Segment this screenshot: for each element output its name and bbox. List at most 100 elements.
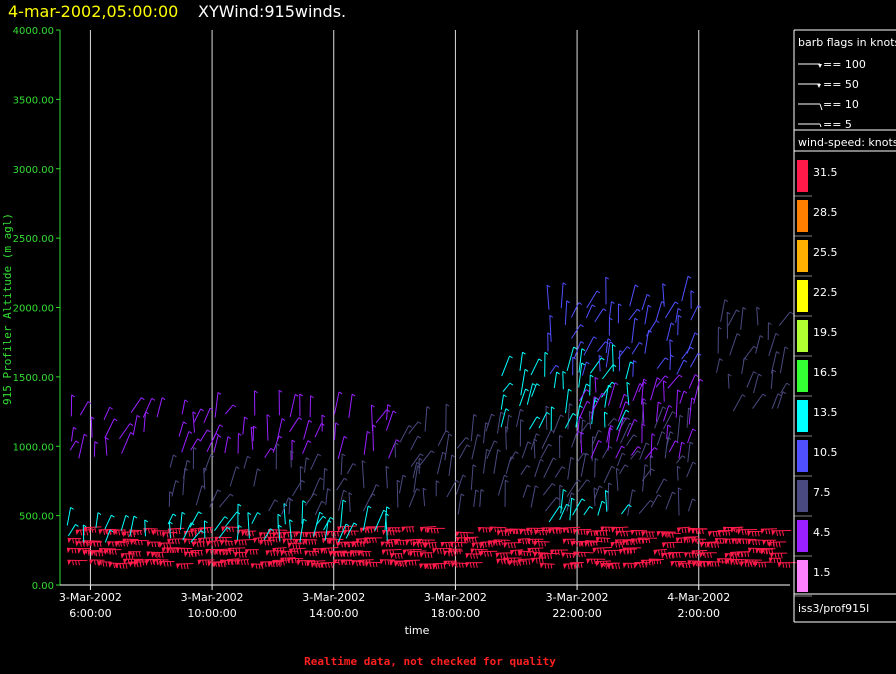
wind-barb — [495, 552, 513, 559]
wind-barb — [747, 530, 764, 537]
wind-barb — [681, 275, 692, 302]
wind-barb — [606, 427, 613, 443]
speed-color-swatch — [797, 280, 808, 312]
wind-barb — [118, 423, 134, 440]
wind-barb — [605, 341, 614, 368]
wind-barb — [291, 439, 296, 461]
wind-barb — [348, 492, 353, 512]
wind-barb — [567, 456, 575, 480]
wind-barb — [443, 560, 458, 567]
wind-barb — [182, 467, 189, 496]
wind-barb — [518, 550, 535, 557]
wind-barb — [608, 301, 615, 319]
wind-barb — [343, 530, 359, 536]
wind-barb — [640, 378, 647, 405]
wind-barb — [566, 346, 577, 372]
wind-barb — [585, 530, 602, 537]
y-tick-label: 3500.00 — [13, 95, 54, 106]
wind-barb — [662, 541, 682, 549]
speed-color-swatch — [797, 320, 808, 352]
wind-barb — [655, 301, 665, 322]
wind-barb — [306, 560, 326, 567]
x-tick-date: 3-Mar-2002 — [546, 591, 609, 604]
speed-bin-label: 1.5 — [813, 566, 831, 579]
wind-barb — [604, 490, 609, 512]
wind-barb — [340, 499, 347, 527]
wind-barb — [688, 374, 699, 389]
wind-barb — [408, 488, 420, 508]
wind-barb — [237, 432, 242, 454]
wind-barb — [572, 356, 577, 376]
wind-barb — [316, 515, 327, 525]
wind-barb — [182, 459, 191, 479]
wind-barb — [619, 393, 628, 408]
wind-barb — [531, 557, 547, 564]
wind-barb — [465, 562, 483, 568]
wind-barb — [424, 406, 431, 432]
wind-barb — [236, 524, 242, 541]
wind-barb — [280, 550, 299, 557]
wind-barb — [747, 539, 763, 546]
wind-barb — [631, 317, 639, 344]
wind-barb — [234, 538, 254, 546]
speed-color-swatch — [797, 360, 808, 392]
wind-barb — [631, 342, 643, 355]
wind-barb — [573, 341, 585, 359]
speed-color-swatch — [797, 480, 808, 512]
wind-barb — [209, 489, 222, 508]
barb-legend-label: == 100 — [823, 58, 866, 71]
wind-barb — [299, 518, 307, 543]
wind-barb — [586, 558, 606, 565]
wind-barb — [198, 537, 214, 544]
wind-barb — [158, 542, 174, 549]
wind-barb — [455, 474, 467, 495]
wind-barb — [227, 547, 246, 554]
wind-barb — [753, 561, 773, 568]
wind-barb — [213, 434, 222, 453]
wind-barb — [190, 549, 203, 556]
wind-barb — [130, 397, 145, 413]
wind-barb — [192, 411, 197, 433]
wind-barb — [522, 484, 531, 498]
wind-barb — [82, 524, 87, 543]
x-tick-date: 3-Mar-2002 — [59, 591, 122, 604]
wind-barb — [103, 406, 113, 420]
wind-barb — [95, 512, 102, 528]
wind-barb — [552, 414, 564, 434]
wind-barb — [169, 454, 177, 468]
wind-barb — [67, 524, 79, 537]
wind-barb — [548, 505, 563, 523]
wind-barb — [181, 399, 189, 415]
wind-barb — [534, 529, 552, 536]
wind-barb — [675, 389, 681, 418]
wind-barb — [690, 305, 702, 321]
wind-barb — [533, 438, 538, 459]
wind-barb — [386, 538, 401, 546]
wind-barb — [598, 354, 603, 372]
wind-barb — [66, 506, 74, 526]
speed-bin-label: 16.5 — [813, 366, 838, 379]
wind-barb — [626, 381, 631, 406]
wind-barb — [706, 561, 727, 567]
wind-barb — [183, 538, 198, 545]
wind-barb — [189, 511, 202, 528]
wind-barb — [752, 393, 767, 409]
wind-barb — [333, 391, 343, 415]
wind-barb — [253, 468, 261, 487]
wind-barb — [89, 559, 105, 565]
wind-barb — [591, 429, 602, 447]
wind-barb — [654, 406, 667, 429]
wind-barb — [770, 552, 788, 559]
wind-barb — [370, 404, 375, 432]
wind-barb — [410, 435, 422, 451]
wind-barb — [540, 443, 552, 459]
wind-barb — [178, 421, 187, 437]
wind-barb — [426, 527, 446, 534]
wind-barb — [477, 526, 492, 533]
wind-barb — [767, 322, 772, 340]
wind-barb — [497, 474, 508, 496]
wind-barb — [464, 536, 479, 543]
wind-barb — [583, 336, 597, 356]
wind-barb — [615, 445, 625, 459]
wind-barb — [90, 416, 95, 438]
